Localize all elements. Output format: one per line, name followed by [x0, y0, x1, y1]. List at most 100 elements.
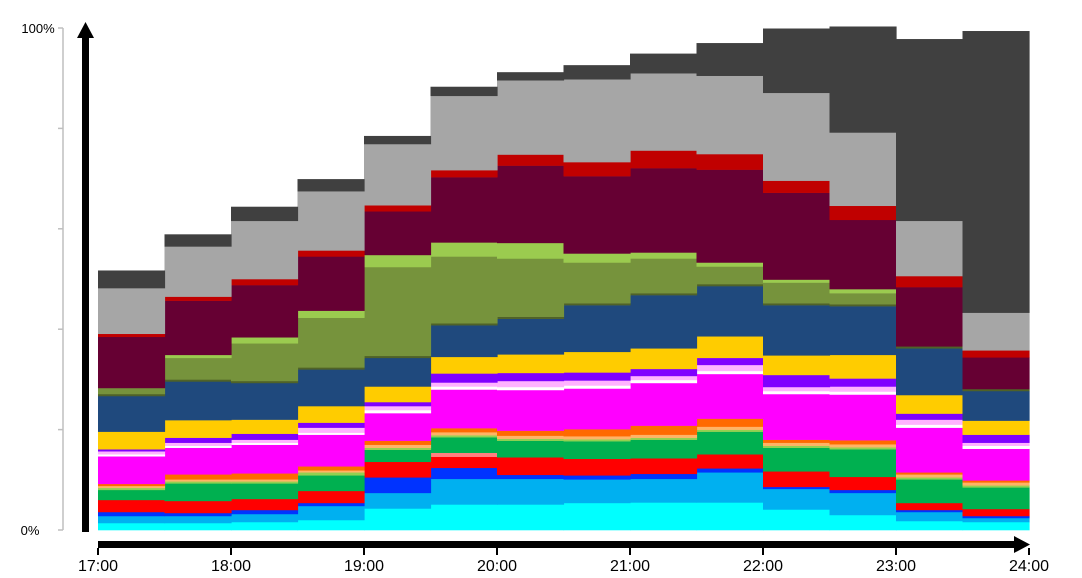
- series-18-segment: [430, 177, 498, 243]
- series-12-segment: [231, 433, 299, 440]
- series-0-segment: [896, 520, 964, 531]
- series-21-segment: [430, 86, 498, 97]
- series-11-segment: [563, 380, 631, 386]
- series-7-segment: [497, 435, 565, 439]
- series-1-segment: [763, 488, 831, 510]
- series-7-segment: [829, 444, 897, 448]
- series-15-segment: [896, 346, 964, 349]
- series-20-segment: [430, 95, 498, 171]
- series-1-segment: [497, 478, 565, 505]
- series-3-segment: [962, 508, 1030, 517]
- series-0-segment: [829, 514, 897, 531]
- series-7-segment: [430, 432, 498, 436]
- series-13-segment: [430, 356, 498, 374]
- series-10-segment: [98, 454, 166, 457]
- series-10-segment: [630, 379, 698, 384]
- series-12-segment: [297, 422, 365, 428]
- series-9-segment: [962, 448, 1030, 481]
- series-12-segment: [630, 368, 698, 377]
- y-axis-ticks: [58, 27, 63, 531]
- series-9-segment: [829, 394, 897, 441]
- series-14-segment: [297, 369, 365, 407]
- series-10-segment: [962, 445, 1030, 449]
- series-9-segment: [896, 427, 964, 473]
- series-6-segment: [231, 481, 299, 484]
- series-11-segment: [364, 406, 432, 411]
- series-6-segment: [164, 481, 232, 484]
- series-18-segment: [896, 287, 964, 347]
- y-tick-label-top: 100%: [21, 21, 55, 36]
- series-20-segment: [98, 288, 166, 335]
- series-5-segment: [164, 483, 232, 502]
- series-0-segment: [497, 504, 565, 531]
- series-7-segment: [696, 426, 764, 430]
- x-tick-label: 22:00: [743, 558, 783, 575]
- series-0-segment: [763, 509, 831, 531]
- series-13-segment: [829, 354, 897, 379]
- series-15-segment: [630, 293, 698, 296]
- series-21-segment: [231, 206, 299, 222]
- series-20-segment: [164, 246, 232, 297]
- series-9-segment: [563, 388, 631, 430]
- series-13-segment: [98, 431, 166, 450]
- series-19-segment: [98, 333, 166, 338]
- series-10-segment: [364, 410, 432, 414]
- series-21-segment: [962, 31, 1030, 313]
- plot-area: [98, 26, 1030, 531]
- series-0-segment: [364, 508, 432, 531]
- series-20-segment: [829, 132, 897, 207]
- series-20-segment: [763, 92, 831, 181]
- series-6-segment: [829, 447, 897, 450]
- series-9-segment: [364, 413, 432, 441]
- series-12-segment: [829, 378, 897, 387]
- series-19-segment: [231, 279, 299, 286]
- series-2-segment: [763, 486, 831, 490]
- series-3-segment: [763, 471, 831, 488]
- series-9-segment: [98, 456, 166, 485]
- series-18-segment: [364, 211, 432, 256]
- series-6-segment: [297, 472, 365, 476]
- series-14-segment: [164, 381, 232, 421]
- series-18-segment: [763, 192, 831, 280]
- series-9-segment: [231, 444, 299, 474]
- series-5-segment: [364, 449, 432, 463]
- series-1-segment: [696, 472, 764, 503]
- series-11-segment: [231, 439, 299, 443]
- series-9-segment: [497, 389, 565, 431]
- series-3-segment: [231, 498, 299, 511]
- series-7-segment: [896, 474, 964, 478]
- series-18-segment: [164, 300, 232, 356]
- series-12-segment: [962, 434, 1030, 443]
- series-1-segment: [563, 479, 631, 504]
- series-20-segment: [563, 79, 631, 163]
- series-15-segment: [696, 284, 764, 287]
- x-tick-label: 21:00: [610, 558, 650, 575]
- series-5-segment: [763, 447, 831, 472]
- series-20-segment: [696, 75, 764, 155]
- series-9-segment: [630, 382, 698, 426]
- series-10-segment: [430, 386, 498, 390]
- series-10-segment: [696, 370, 764, 375]
- series-13-segment: [763, 355, 831, 376]
- series-6-segment: [896, 477, 964, 480]
- series-21-segment: [829, 26, 897, 133]
- series-2-segment: [164, 512, 232, 517]
- series-6-segment: [696, 429, 764, 432]
- series-13-segment: [497, 354, 565, 374]
- series-3-segment: [297, 490, 365, 504]
- series-3-segment: [829, 476, 897, 491]
- series-21-segment: [896, 39, 964, 222]
- series-14-segment: [98, 395, 166, 432]
- series-21-segment: [563, 65, 631, 80]
- series-17-segment: [430, 242, 498, 257]
- series-10-segment: [896, 424, 964, 428]
- series-5-segment: [630, 439, 698, 459]
- series-8-segment: [896, 472, 964, 475]
- series-12-segment: [563, 372, 631, 381]
- series-16-segment: [297, 317, 365, 368]
- series-16-segment: [563, 262, 631, 304]
- series-9-segment: [696, 373, 764, 419]
- series-13-segment: [630, 348, 698, 370]
- series-19-segment: [164, 296, 232, 301]
- series-21-segment: [763, 28, 831, 94]
